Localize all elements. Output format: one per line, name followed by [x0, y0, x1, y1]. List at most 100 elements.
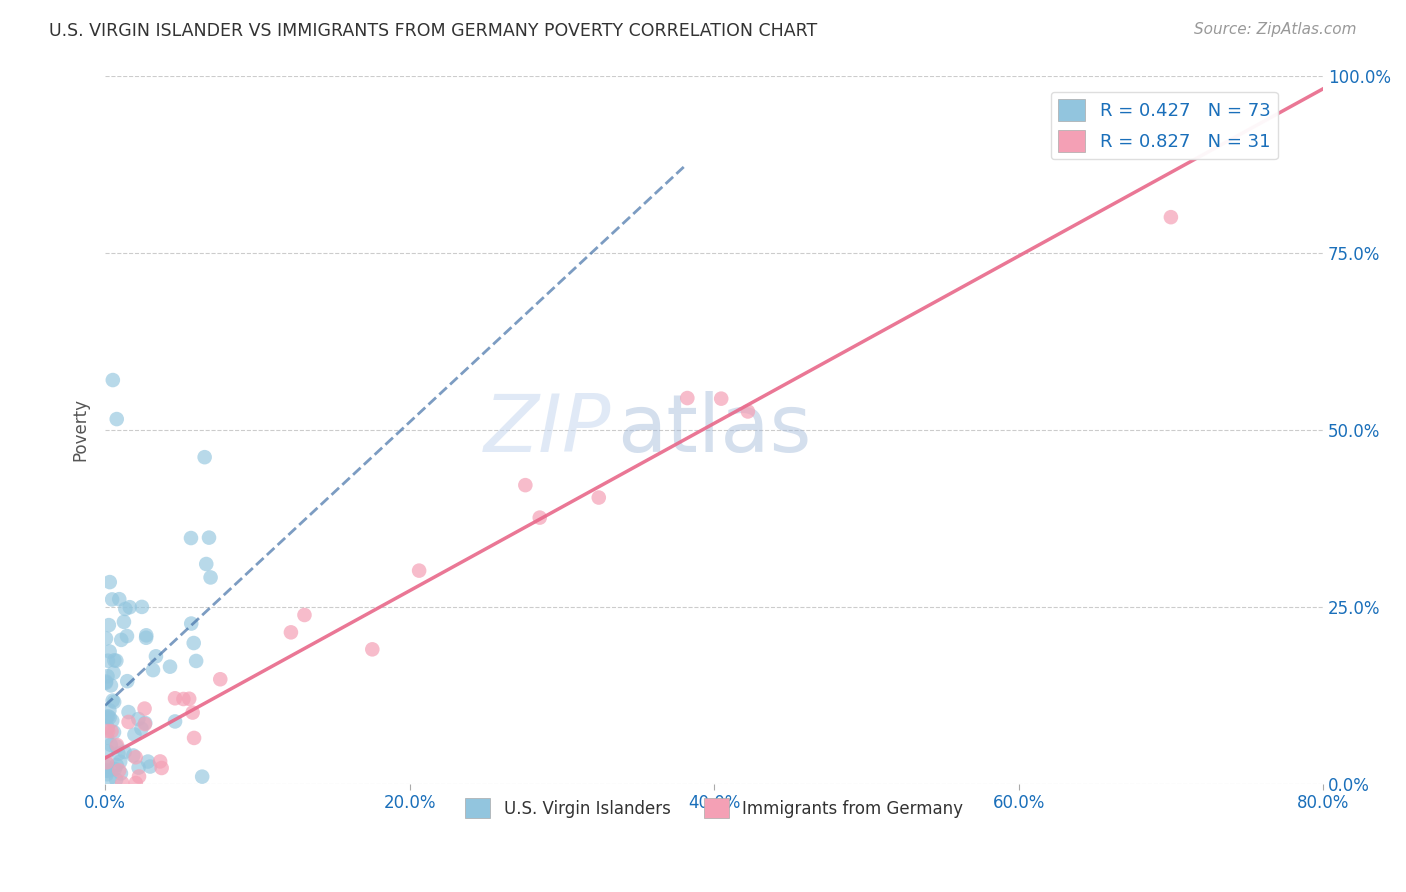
- Point: [114, 602, 136, 616]
- Point: [737, 404, 759, 418]
- Point: [180, 531, 202, 545]
- Point: [183, 731, 205, 745]
- Point: [110, 766, 132, 780]
- Point: [98, 575, 121, 590]
- Point: [112, 615, 135, 629]
- Point: [361, 642, 384, 657]
- Point: [100, 678, 122, 692]
- Point: [97, 721, 120, 735]
- Point: [103, 653, 125, 667]
- Point: [676, 391, 699, 405]
- Point: [122, 748, 145, 763]
- Point: [114, 745, 136, 759]
- Point: [131, 599, 153, 614]
- Point: [135, 628, 157, 642]
- Point: [96, 756, 118, 770]
- Point: [127, 712, 149, 726]
- Point: [209, 672, 232, 686]
- Text: atlas: atlas: [617, 391, 811, 468]
- Point: [134, 716, 156, 731]
- Point: [97, 744, 120, 758]
- Point: [159, 659, 181, 673]
- Text: Source: ZipAtlas.com: Source: ZipAtlas.com: [1194, 22, 1357, 37]
- Point: [131, 722, 153, 736]
- Point: [142, 663, 165, 677]
- Point: [124, 728, 146, 742]
- Point: [96, 731, 118, 745]
- Point: [125, 776, 148, 790]
- Point: [98, 771, 121, 785]
- Point: [110, 632, 132, 647]
- Point: [117, 674, 139, 689]
- Point: [94, 759, 117, 773]
- Point: [179, 691, 201, 706]
- Point: [529, 510, 551, 524]
- Point: [134, 717, 156, 731]
- Point: [150, 761, 173, 775]
- Point: [105, 739, 128, 754]
- Point: [198, 531, 221, 545]
- Point: [98, 703, 121, 717]
- Point: [97, 764, 120, 778]
- Point: [195, 557, 218, 571]
- Point: [101, 714, 124, 728]
- Point: [588, 491, 610, 505]
- Point: [105, 758, 128, 772]
- Point: [194, 450, 217, 465]
- Point: [98, 644, 121, 658]
- Point: [128, 769, 150, 783]
- Point: [294, 607, 316, 622]
- Point: [94, 764, 117, 778]
- Point: [101, 693, 124, 707]
- Point: [118, 600, 141, 615]
- Point: [105, 412, 128, 426]
- Point: [96, 710, 118, 724]
- Point: [101, 592, 124, 607]
- Point: [183, 636, 205, 650]
- Point: [710, 392, 733, 406]
- Point: [180, 616, 202, 631]
- Point: [100, 724, 122, 739]
- Y-axis label: Poverty: Poverty: [72, 398, 89, 461]
- Point: [124, 750, 146, 764]
- Point: [1160, 210, 1182, 224]
- Point: [172, 692, 194, 706]
- Point: [97, 654, 120, 668]
- Point: [94, 674, 117, 689]
- Point: [103, 695, 125, 709]
- Point: [117, 714, 139, 729]
- Point: [108, 764, 131, 778]
- Point: [96, 767, 118, 781]
- Point: [104, 762, 127, 776]
- Text: U.S. VIRGIN ISLANDER VS IMMIGRANTS FROM GERMANY POVERTY CORRELATION CHART: U.S. VIRGIN ISLANDER VS IMMIGRANTS FROM …: [49, 22, 817, 40]
- Point: [145, 649, 167, 664]
- Point: [280, 625, 302, 640]
- Point: [100, 738, 122, 752]
- Point: [163, 691, 186, 706]
- Point: [134, 701, 156, 715]
- Point: [98, 710, 121, 724]
- Point: [97, 618, 120, 632]
- Point: [96, 669, 118, 683]
- Point: [103, 665, 125, 680]
- Point: [515, 478, 537, 492]
- Point: [200, 570, 222, 584]
- Point: [136, 755, 159, 769]
- Point: [97, 724, 120, 739]
- Point: [139, 759, 162, 773]
- Point: [97, 709, 120, 723]
- Point: [128, 761, 150, 775]
- Point: [408, 564, 430, 578]
- Point: [105, 772, 128, 787]
- Text: ZIP: ZIP: [484, 391, 610, 468]
- Point: [165, 714, 187, 729]
- Legend: U.S. Virgin Islanders, Immigrants from Germany: U.S. Virgin Islanders, Immigrants from G…: [458, 791, 970, 825]
- Point: [135, 631, 157, 645]
- Point: [191, 770, 214, 784]
- Point: [149, 755, 172, 769]
- Point: [105, 738, 128, 752]
- Point: [111, 776, 134, 790]
- Point: [101, 373, 124, 387]
- Point: [115, 629, 138, 643]
- Point: [117, 705, 139, 719]
